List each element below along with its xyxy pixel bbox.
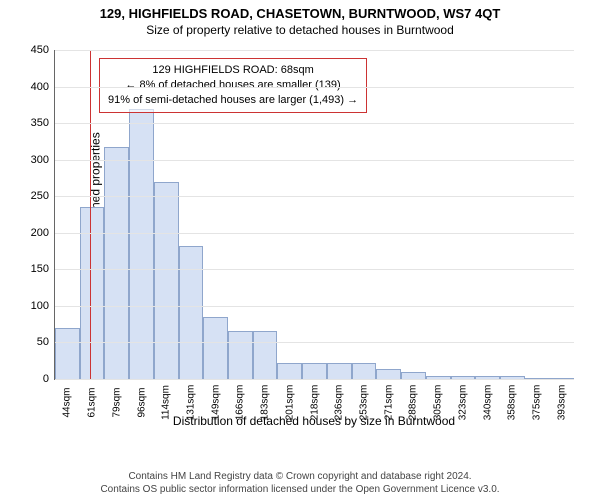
histogram-bar — [277, 363, 302, 379]
callout-line-1: 129 HIGHFIELDS ROAD: 68sqm — [108, 63, 358, 78]
callout-line-2: ← 8% of detached houses are smaller (139… — [108, 78, 358, 93]
x-tick-cell: 61sqm — [80, 379, 105, 413]
x-tick-cell: 183sqm — [253, 379, 278, 413]
x-tick-cell: 305sqm — [426, 379, 451, 413]
y-tick: 200 — [31, 227, 55, 239]
histogram-bar — [104, 147, 129, 379]
gridline — [55, 306, 574, 307]
x-tick-cell: 201sqm — [277, 379, 302, 413]
x-tick-cell: 393sqm — [549, 379, 574, 413]
x-tick-cell: 236sqm — [327, 379, 352, 413]
histogram-bar — [302, 363, 327, 379]
gridline — [55, 233, 574, 234]
page-title: 129, HIGHFIELDS ROAD, CHASETOWN, BURNTWO… — [0, 6, 600, 21]
x-tick-cell: 253sqm — [352, 379, 377, 413]
histogram-bar — [55, 328, 80, 379]
x-tick-cell: 96sqm — [129, 379, 154, 413]
x-tick: 61sqm — [87, 387, 98, 417]
x-tick: 96sqm — [136, 387, 147, 417]
histogram-bar — [154, 182, 179, 379]
footer-attribution: Contains HM Land Registry data © Crown c… — [0, 471, 600, 496]
gridline — [55, 269, 574, 270]
histogram-bar — [228, 331, 253, 379]
x-tick-cell: 44sqm — [55, 379, 80, 413]
histogram-bar — [253, 331, 278, 379]
x-tick-cell: 149sqm — [203, 379, 228, 413]
histogram-bar — [179, 246, 204, 379]
gridline — [55, 196, 574, 197]
footer-line-1: Contains HM Land Registry data © Crown c… — [0, 471, 600, 484]
x-tick-cell: 79sqm — [104, 379, 129, 413]
x-tick-cell: 288sqm — [401, 379, 426, 413]
gridline — [55, 87, 574, 88]
property-marker-line — [90, 50, 91, 379]
x-tick-cell: 271sqm — [376, 379, 401, 413]
y-tick: 0 — [43, 373, 55, 385]
x-tick: 44sqm — [62, 387, 73, 417]
histogram-bar — [352, 363, 377, 379]
histogram-bar — [129, 109, 154, 380]
y-tick: 150 — [31, 263, 55, 275]
x-tick-cell: 131sqm — [179, 379, 204, 413]
callout-line-3: 91% of semi-detached houses are larger (… — [108, 93, 358, 108]
x-tick: 79sqm — [111, 387, 122, 417]
y-tick: 400 — [31, 81, 55, 93]
x-axis-label: Distribution of detached houses by size … — [54, 414, 574, 428]
y-tick: 100 — [31, 300, 55, 312]
gridline — [55, 123, 574, 124]
histogram-chart: Number of detached properties 129 HIGHFI… — [54, 50, 574, 420]
footer-line-2: Contains OS public sector information li… — [0, 484, 600, 497]
x-ticks-container: 44sqm61sqm79sqm96sqm114sqm131sqm149sqm16… — [55, 379, 574, 413]
y-tick: 250 — [31, 190, 55, 202]
gridline — [55, 160, 574, 161]
x-tick-cell: 114sqm — [154, 379, 179, 413]
histogram-bar — [401, 372, 426, 379]
property-callout: 129 HIGHFIELDS ROAD: 68sqm ← 8% of detac… — [99, 58, 367, 113]
y-tick: 50 — [37, 336, 55, 348]
page-subtitle: Size of property relative to detached ho… — [0, 23, 600, 37]
x-tick-cell: 218sqm — [302, 379, 327, 413]
histogram-bar — [327, 363, 352, 379]
gridline — [55, 379, 574, 380]
x-tick-cell: 375sqm — [525, 379, 550, 413]
gridline — [55, 50, 574, 51]
y-tick: 450 — [31, 44, 55, 56]
x-tick-cell: 358sqm — [500, 379, 525, 413]
x-tick-cell: 323sqm — [451, 379, 476, 413]
x-tick-cell: 340sqm — [475, 379, 500, 413]
histogram-bar — [376, 369, 401, 379]
histogram-bar — [203, 317, 228, 379]
gridline — [55, 342, 574, 343]
y-tick: 350 — [31, 117, 55, 129]
y-tick: 300 — [31, 154, 55, 166]
x-tick-cell: 166sqm — [228, 379, 253, 413]
